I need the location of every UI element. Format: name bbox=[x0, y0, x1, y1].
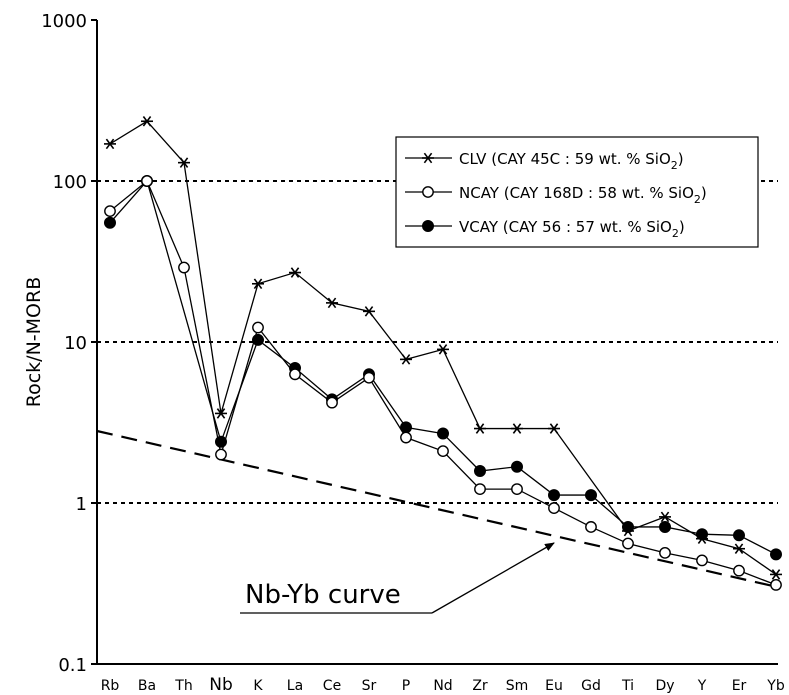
x-tick-label: Eu bbox=[545, 678, 563, 694]
data-point bbox=[178, 261, 190, 274]
legend-label: VCAY (CAY 56 : 57 wt. % SiO2) bbox=[459, 218, 685, 240]
x-tick-label: Yb bbox=[766, 678, 785, 694]
x-tick-label: Nb bbox=[209, 675, 233, 695]
data-point bbox=[474, 465, 486, 478]
data-point bbox=[733, 543, 745, 555]
data-point bbox=[511, 423, 523, 434]
x-tick-label: P bbox=[402, 678, 410, 694]
data-point bbox=[104, 216, 116, 229]
legend-label: NCAY (CAY 168D : 58 wt. % SiO2) bbox=[459, 184, 707, 206]
x-tick-label: Dy bbox=[655, 678, 674, 694]
legend-label: CLV (CAY 45C : 59 wt. % SiO2) bbox=[459, 150, 684, 172]
data-point bbox=[474, 423, 486, 434]
legend: CLV (CAY 45C : 59 wt. % SiO2) NCAY (CAY 1… bbox=[395, 136, 759, 248]
y-tick-label: 0.1 bbox=[58, 655, 87, 676]
data-point bbox=[696, 554, 708, 567]
x-tick-label: K bbox=[253, 678, 263, 694]
data-point bbox=[215, 408, 227, 419]
data-point bbox=[104, 205, 116, 218]
data-point bbox=[622, 525, 634, 537]
series-layer bbox=[104, 115, 782, 591]
data-point bbox=[770, 548, 782, 561]
data-point bbox=[252, 321, 264, 334]
x-tick-label: Nd bbox=[433, 678, 452, 694]
data-point bbox=[733, 529, 745, 542]
data-point bbox=[548, 489, 560, 502]
data-point bbox=[363, 306, 375, 317]
data-point bbox=[141, 115, 153, 127]
x-tick-label: Ce bbox=[323, 678, 341, 694]
data-point bbox=[437, 445, 449, 458]
data-point bbox=[289, 368, 301, 381]
series-line bbox=[109, 120, 777, 575]
data-point bbox=[326, 396, 338, 409]
y-tick-label: 10 bbox=[64, 333, 87, 354]
series-ncay bbox=[104, 175, 782, 591]
legend-marker bbox=[422, 152, 434, 164]
legend-marker bbox=[422, 220, 434, 232]
x-tick-label: La bbox=[287, 678, 303, 694]
data-point bbox=[696, 533, 708, 544]
data-point bbox=[400, 354, 412, 365]
x-tick-label: Sm bbox=[506, 678, 529, 694]
y-tick-labels: 0.1 1 10 100 1000 bbox=[41, 11, 97, 676]
x-tick-label: Ti bbox=[621, 678, 634, 694]
x-tick-label: Sr bbox=[362, 678, 377, 694]
series-clv bbox=[104, 115, 782, 580]
data-point bbox=[104, 138, 116, 150]
data-point bbox=[178, 157, 190, 168]
data-point bbox=[363, 371, 375, 384]
data-point bbox=[511, 460, 523, 473]
y-tick-label: 100 bbox=[53, 172, 87, 193]
x-tick-label: Y bbox=[697, 678, 707, 694]
data-point bbox=[548, 502, 560, 514]
data-point bbox=[511, 483, 523, 495]
data-point bbox=[252, 278, 264, 290]
data-point bbox=[289, 267, 301, 278]
data-point bbox=[770, 578, 782, 591]
nb-yb-dashed-line bbox=[96, 429, 779, 589]
data-point bbox=[659, 546, 671, 559]
y-tick-label: 1000 bbox=[41, 11, 87, 32]
x-tick-labels: Rb Ba Th Nb K La Ce Sr P Nd Zr Sm Eu Gd Ti Dy Y Er Yb bbox=[101, 675, 785, 695]
data-point bbox=[437, 344, 449, 355]
nb-yb-reference: Nb-Yb curve bbox=[96, 429, 779, 614]
x-tick-label: Th bbox=[174, 678, 192, 694]
x-tick-label: Zr bbox=[472, 678, 488, 694]
series-line bbox=[109, 179, 777, 555]
data-point bbox=[215, 448, 227, 461]
data-point bbox=[437, 427, 449, 440]
data-point bbox=[326, 297, 338, 309]
data-point bbox=[585, 489, 597, 502]
legend-box bbox=[395, 136, 759, 248]
data-point bbox=[770, 569, 782, 580]
nb-yb-arrow bbox=[431, 542, 555, 614]
nb-yb-label: Nb-Yb curve bbox=[245, 580, 401, 610]
data-point bbox=[400, 431, 412, 444]
y-axis-label: Rock/N-MORB bbox=[23, 277, 45, 407]
data-point bbox=[141, 175, 153, 187]
data-point bbox=[659, 511, 671, 523]
data-point bbox=[548, 423, 560, 434]
data-point bbox=[622, 537, 634, 550]
legend-marker bbox=[422, 186, 434, 198]
x-tick-label: Er bbox=[732, 678, 747, 694]
x-tick-label: Rb bbox=[101, 678, 120, 694]
x-tick-label: Gd bbox=[581, 678, 601, 694]
y-tick-label: 1 bbox=[76, 494, 87, 515]
data-point bbox=[659, 520, 671, 533]
data-point bbox=[585, 521, 597, 533]
x-tick-label: Ba bbox=[138, 678, 156, 694]
data-point bbox=[733, 564, 745, 577]
data-point bbox=[474, 483, 486, 495]
